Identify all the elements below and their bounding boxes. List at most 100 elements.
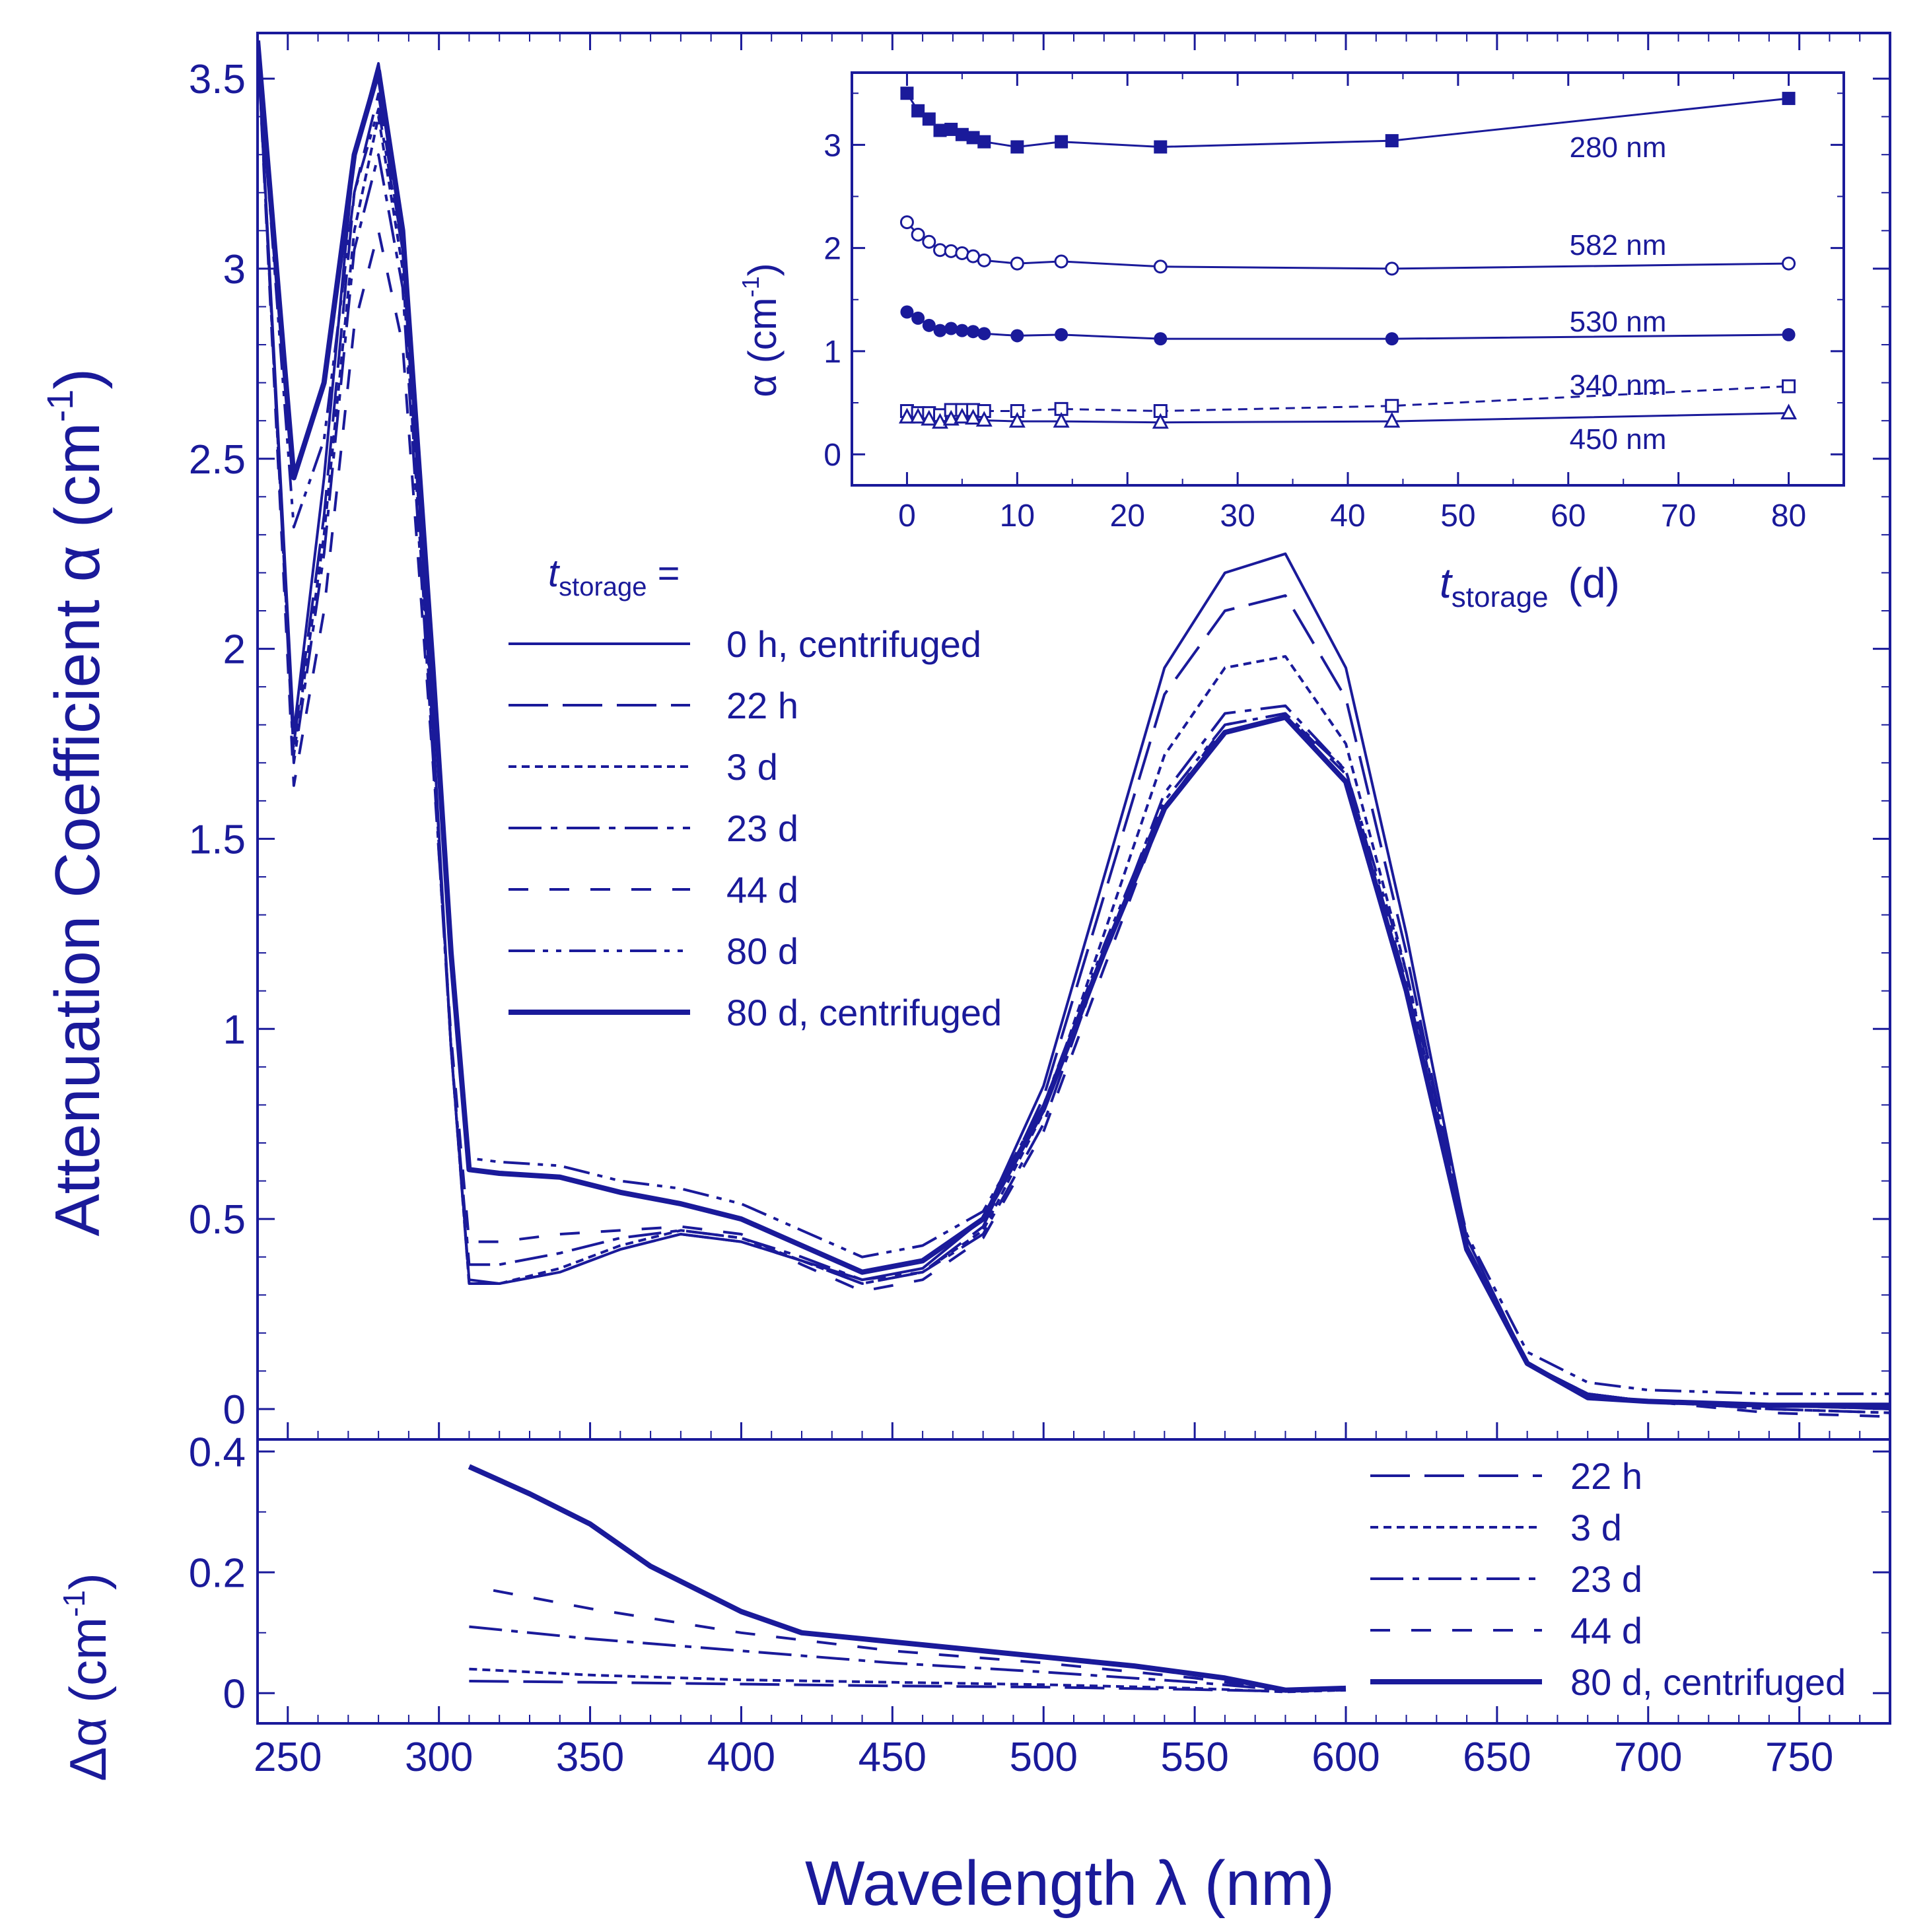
inset-xtick-label: 30 <box>1220 499 1255 534</box>
inset-marker-0 <box>955 127 969 141</box>
inset-series-label-4: 450 nm <box>1570 423 1667 456</box>
inset-marker-0 <box>1010 140 1024 154</box>
inset-xtick-label: 10 <box>1000 499 1035 534</box>
main-xtick-label: 750 <box>1765 1735 1833 1780</box>
main-legend-label-3: 23 d <box>726 808 798 849</box>
inset-ytick-label: 2 <box>823 232 841 267</box>
svg-text:Δα (cm-1): Δα (cm-1) <box>57 1573 117 1781</box>
inset-marker-4 <box>898 407 915 424</box>
main-legend-label-4: 44 d <box>726 869 798 911</box>
inset-marker-4 <box>1152 413 1169 429</box>
main-xtick-label: 250 <box>254 1735 322 1780</box>
inset-marker-4 <box>954 407 971 424</box>
inset-marker-4 <box>1053 411 1070 428</box>
x-axis-title-inset: tstorage (d) <box>1440 559 1620 613</box>
inset-marker-3 <box>1782 379 1796 394</box>
inset-marker-2 <box>1782 328 1796 341</box>
inset-xtick-label: 40 <box>1330 499 1365 534</box>
main-series-group <box>258 40 1890 1418</box>
inset-xtick-label: 50 <box>1440 499 1475 534</box>
y-axis-title-main-close: ) <box>42 368 113 390</box>
inset-marker-0 <box>1385 134 1399 148</box>
inset-xtick-label: 70 <box>1661 499 1696 534</box>
inset-series-label-2: 530 nm <box>1570 306 1667 338</box>
delta-legend-label-0: 22 h <box>1570 1455 1642 1497</box>
y-axis-title-delta-text: Δα (cm <box>59 1617 117 1781</box>
inset-marker-4 <box>1008 411 1026 428</box>
inset-marker-1 <box>955 246 969 260</box>
main-ytick-label: 3 <box>223 247 246 293</box>
y-axis-title-main-text: Attenuation Coefficient α (cm <box>42 422 113 1236</box>
main-xtick-label: 400 <box>707 1735 775 1780</box>
main-legend-label-0: 0 h, centrifuged <box>726 623 981 665</box>
inset-marker-0 <box>911 104 925 118</box>
inset-xtick-label: 80 <box>1771 499 1806 534</box>
inset-marker-1 <box>933 243 948 258</box>
main-series-line-5 <box>258 40 1890 1395</box>
main-ytick-label: 2.5 <box>189 437 246 483</box>
legend-title-eq: = <box>647 552 680 595</box>
inset-marker-0 <box>1782 92 1796 106</box>
svg-text:α (cm-1): α (cm-1) <box>737 263 785 397</box>
inset-marker-0 <box>1055 135 1069 149</box>
inset-marker-0 <box>933 123 947 137</box>
main-xtick-label: 300 <box>405 1735 473 1780</box>
inset-marker-0 <box>900 86 914 100</box>
svg-text:Attenuation Coefficient α (c: Attenuation Coefficient α (cm-1) <box>39 368 113 1237</box>
legend-title-main: t <box>548 552 561 595</box>
inset-marker-0 <box>977 135 991 149</box>
inset-chart: 0 10 20 30 40 50 60 70 80 0 1 2 3 280 nm 582 nm 530 nm 3… <box>823 71 1845 534</box>
inset-marker-2 <box>933 324 947 337</box>
inset-marker-1 <box>1782 256 1796 271</box>
inset-marker-2 <box>1055 328 1069 341</box>
inset-marker-4 <box>932 413 948 429</box>
main-xtick-label: 600 <box>1312 1735 1380 1780</box>
main-series-line-6 <box>258 40 1890 1408</box>
main-ytick-label: 0 <box>223 1387 246 1433</box>
inset-marker-1 <box>1054 254 1069 269</box>
inset-xtick-label: 20 <box>1110 499 1145 534</box>
main-xtick-label: 550 <box>1160 1735 1228 1780</box>
legend-title-sub: storage <box>559 572 647 602</box>
inset-xtick-label: 60 <box>1551 499 1586 534</box>
x-axis-title: Wavelength λ (nm) <box>805 1848 1335 1919</box>
inset-series-label-0: 280 nm <box>1570 131 1667 164</box>
main-legend-label-5: 80 d <box>726 930 798 972</box>
inset-marker-2 <box>900 305 914 319</box>
inset-ytick-label: 3 <box>823 128 841 163</box>
inset-marker-4 <box>909 407 927 424</box>
delta-series-line-4 <box>468 1464 1347 1693</box>
main-xtick-label: 500 <box>1009 1735 1077 1780</box>
inset-marker-1 <box>911 227 925 242</box>
inset-marker-1 <box>944 244 958 258</box>
inset-marker-4 <box>1384 411 1401 428</box>
inset-marker-2 <box>955 324 969 337</box>
inset-marker-4 <box>1780 403 1798 420</box>
inset-marker-4 <box>942 409 960 426</box>
delta-ytick-label: 0.2 <box>189 1550 246 1596</box>
delta-legend-label-3: 44 d <box>1570 1610 1642 1651</box>
main-legend-label-2: 3 d <box>726 746 778 788</box>
delta-series-line-0 <box>469 1680 1347 1693</box>
main-xtick-label: 700 <box>1614 1735 1682 1780</box>
y-axis-title-main-sup: -1 <box>39 390 81 423</box>
y-axis-title-main: Attenuation Coefficient α (cm-1) <box>39 368 113 1237</box>
inset-marker-4 <box>975 411 993 427</box>
inset-marker-1 <box>977 253 991 267</box>
x-axis-title-inset-unit: (d) <box>1568 559 1620 607</box>
inset-marker-1 <box>922 234 936 249</box>
main-ytick-label: 1.5 <box>189 817 246 862</box>
delta-series-line-1 <box>469 1667 1347 1694</box>
inset-marker-2 <box>1154 332 1168 346</box>
delta-ytick-label: 0 <box>223 1671 246 1717</box>
delta-series-line-2 <box>469 1625 1347 1692</box>
inset-ytick-label: 1 <box>823 335 841 370</box>
y-axis-title-delta-sup: -1 <box>57 1590 91 1617</box>
main-chart: 0 0.5 1 1.5 2 2.5 3 3.5 0 h, centrifuged 22 h 3 d 2… <box>189 32 1891 1441</box>
main-ytick-label: 1 <box>223 1007 246 1052</box>
y-axis-title-inset-close: ) <box>740 263 785 276</box>
inset-marker-1 <box>1385 261 1399 276</box>
inset-frame <box>851 71 1845 487</box>
inset-marker-0 <box>966 131 980 145</box>
